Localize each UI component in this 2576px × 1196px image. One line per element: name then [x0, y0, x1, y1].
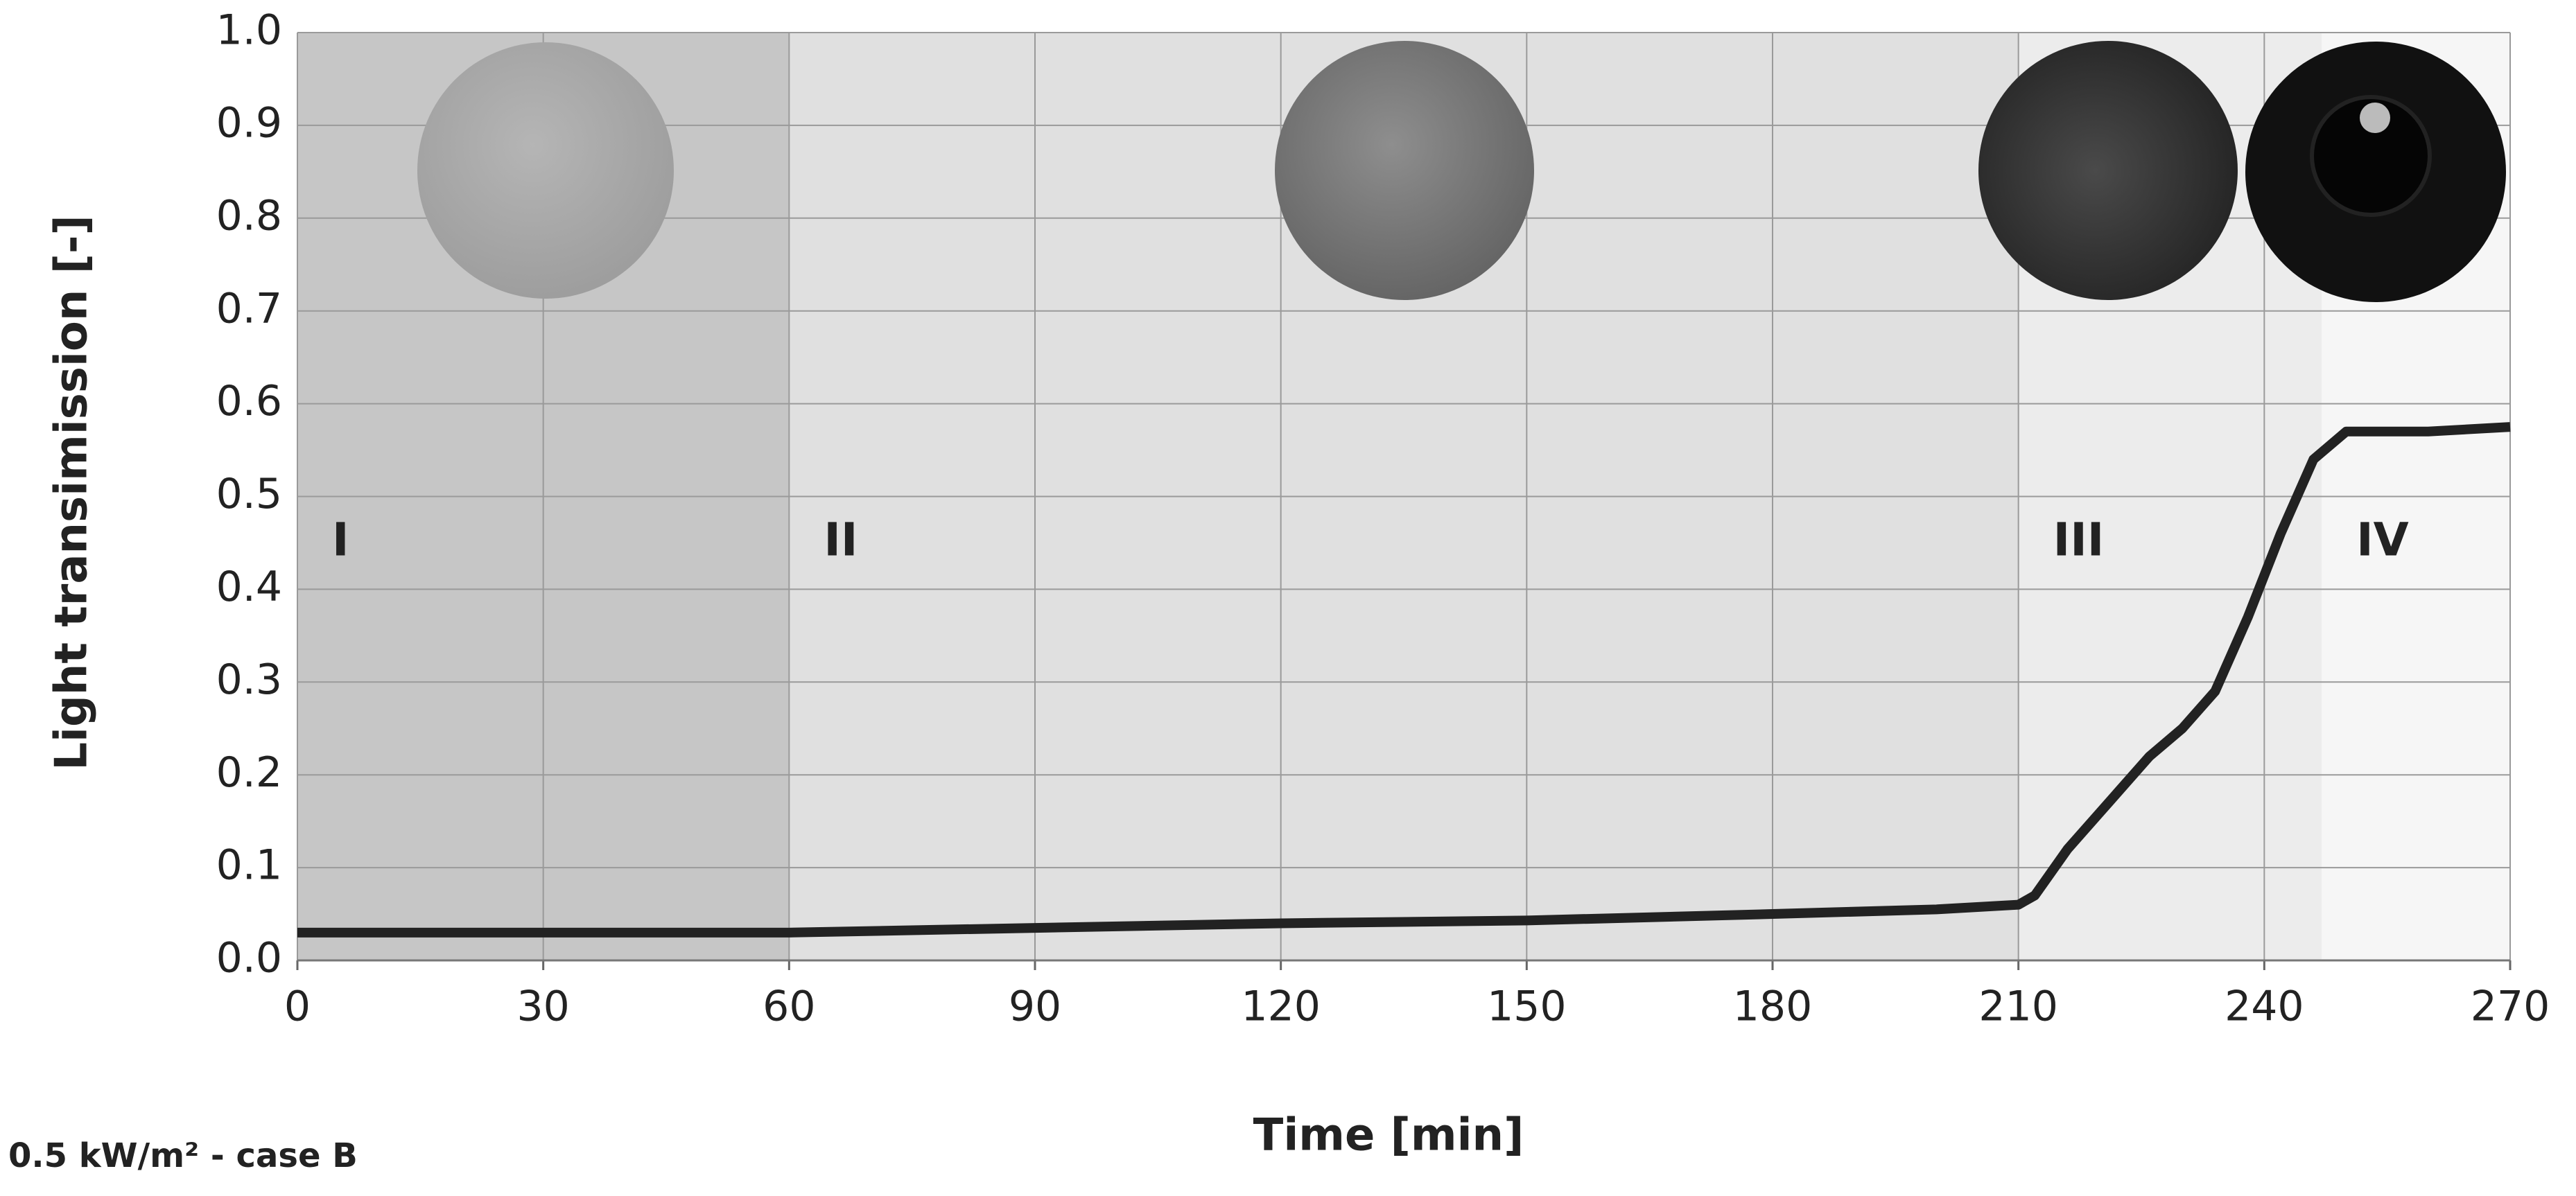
- y-tick-label: 0.0: [216, 934, 282, 983]
- x-tick-label: 240: [2225, 983, 2304, 1031]
- y-tick-label: 1.0: [216, 6, 282, 55]
- y-tick-label: 0.9: [216, 98, 282, 147]
- sample-photo-hole: [2310, 95, 2432, 217]
- x-tick-label: 60: [763, 983, 815, 1031]
- x-tick-label: 210: [1978, 983, 2058, 1031]
- sample-photo: [1275, 41, 1534, 300]
- x-tick-label: 120: [1241, 983, 1321, 1031]
- sample-photos: [417, 41, 2506, 302]
- x-tick-label: 270: [2471, 983, 2550, 1031]
- y-tick-label: 0.3: [216, 656, 282, 704]
- region-label: IV: [2356, 513, 2409, 567]
- region-label: I: [332, 513, 349, 567]
- y-tick-label: 0.4: [216, 563, 282, 611]
- y-axis-title: Light transimission [-]: [46, 215, 98, 771]
- y-tick-label: 0.1: [216, 841, 282, 890]
- x-axis-title: Time [min]: [1253, 1110, 1524, 1161]
- y-tick-label: 0.5: [216, 470, 282, 518]
- case-note: 0.5 kW/m² - case B: [8, 1136, 358, 1175]
- sample-photo: [417, 42, 674, 299]
- y-tick-label: 0.8: [216, 191, 282, 240]
- data-line: [297, 422, 2511, 938]
- y-tick-label: 0.7: [216, 284, 282, 333]
- x-tick-label: 30: [516, 983, 569, 1031]
- x-tick-label: 180: [1733, 983, 1813, 1031]
- marks: [297, 422, 2511, 938]
- sample-photo: [1978, 41, 2238, 300]
- y-tick-label: 0.2: [216, 748, 282, 797]
- y-tick-label: 0.6: [216, 377, 282, 425]
- region-label: II: [824, 513, 858, 567]
- x-tick-label: 150: [1487, 983, 1567, 1031]
- region-label: III: [2053, 513, 2105, 567]
- sample-photo-spot: [2360, 103, 2390, 133]
- x-tick-label: 0: [284, 983, 311, 1031]
- x-tick-label: 90: [1009, 983, 1061, 1031]
